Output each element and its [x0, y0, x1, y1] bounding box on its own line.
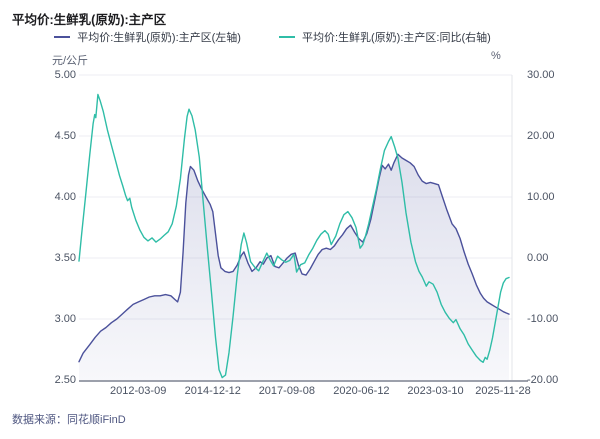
x-axis-tick: 2014-12-12	[184, 385, 241, 397]
price-series-swatch-icon	[54, 36, 71, 38]
chart-legend: 平均价:生鲜乳(原奶):主产区(左轴) 平均价:生鲜乳(原奶):主产区:同比(右…	[0, 29, 545, 45]
left-axis-tick: 3.50	[54, 252, 76, 264]
legend-item-yoy[interactable]: 平均价:生鲜乳(原奶):主产区:同比(右轴)	[278, 29, 491, 45]
left-axis-tick: 4.50	[54, 130, 76, 142]
right-axis-tick: 20.00	[527, 130, 555, 142]
right-axis-tick: 0.00	[527, 252, 549, 264]
legend-item-price[interactable]: 平均价:生鲜乳(原奶):主产区(左轴)	[54, 29, 241, 45]
yoy-line-series	[78, 93, 510, 379]
data-source-label: 数据来源：同花顺iFinD	[12, 414, 126, 426]
left-axis-tick: 3.00	[54, 313, 76, 325]
left-axis-tick: 4.00	[54, 191, 76, 203]
legend-item-price-label: 平均价:生鲜乳(原奶):主产区(左轴)	[77, 32, 241, 44]
price-area-fill	[79, 154, 509, 380]
right-axis-tick: -10.00	[527, 313, 559, 325]
x-axis-tick: 2020-06-12	[333, 385, 390, 397]
x-axis-tick: 2017-09-08	[258, 385, 315, 397]
left-axis-tick: 5.00	[54, 69, 76, 81]
right-axis-tick: -20.00	[527, 374, 559, 386]
right-axis-tick: 10.00	[527, 191, 555, 203]
price-line-series	[78, 153, 510, 363]
yoy-series-swatch-icon	[278, 36, 295, 38]
x-axis-tick: 2025-11-28	[475, 385, 531, 397]
x-axis-tick: 2012-03-09	[110, 385, 167, 397]
legend-item-yoy-label: 平均价:生鲜乳(原奶):主产区:同比(右轴)	[301, 32, 491, 44]
right-axis-tick: 30.00	[527, 69, 555, 81]
right-axis-unit: %	[491, 50, 501, 62]
left-axis-unit: 元/公斤	[52, 55, 89, 67]
x-axis-tick: 2023-03-10	[407, 385, 464, 397]
chart-title: 平均价:生鲜乳(原奶):主产区	[12, 13, 167, 27]
left-axis-tick: 2.50	[54, 374, 76, 386]
